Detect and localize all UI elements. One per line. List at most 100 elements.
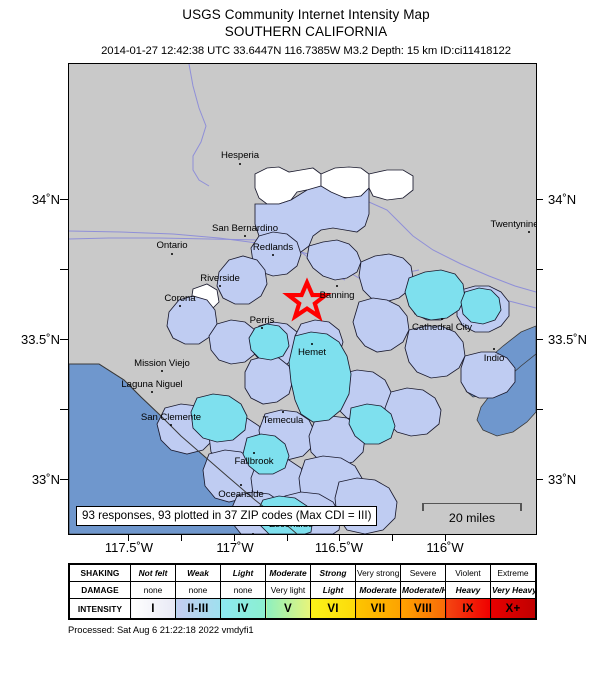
- legend-intensity-7: VIII: [400, 598, 446, 619]
- tick-lat-33-5-right: [535, 339, 543, 341]
- tick-lat-33-right: [535, 479, 543, 481]
- legend-damage-9: Very Heavy: [490, 581, 536, 599]
- city-label: Corona: [164, 293, 196, 304]
- legend-shaking-6: Very strong: [355, 564, 401, 582]
- city-label: San Bernardino: [212, 223, 278, 234]
- event-metadata: 2014-01-27 12:42:38 UTC 33.6447N 116.738…: [101, 45, 511, 57]
- city-dot: [527, 230, 531, 234]
- tick-lat-34: [60, 199, 68, 201]
- tick-lat-33-75-right: [535, 269, 543, 271]
- map-graphics: [69, 64, 536, 534]
- city-dot: [281, 410, 285, 414]
- city-dot: [260, 326, 264, 330]
- legend-intensity-8: IX: [445, 598, 491, 619]
- title-block: USGS Community Internet Intensity Map SO…: [0, 6, 612, 59]
- legend-damage-7: Moderate/Heavy: [400, 581, 446, 599]
- intensity-map[interactable]: Hesperia San Bernardino Ontario Redlands Riv…: [68, 63, 537, 535]
- lat-label-34n: 34˚N: [31, 192, 60, 207]
- city-dot: [170, 252, 174, 256]
- zip-intensity-II-III: [306, 239, 362, 281]
- legend-intensity-2: II-III: [175, 598, 221, 619]
- city-dot: [160, 369, 164, 373]
- city-dot: [252, 451, 256, 455]
- region-subtitle: SOUTHERN CALIFORNIA: [224, 24, 388, 39]
- response-summary-box: 93 responses, 93 plotted in 37 ZIP codes…: [76, 506, 378, 526]
- legend-damage-1: none: [130, 581, 176, 599]
- legend-shaking-1: Not felt: [130, 564, 176, 582]
- city-dot: [150, 390, 154, 394]
- tick-lon-117: [234, 533, 236, 541]
- legend-damage-6: Moderate: [355, 581, 401, 599]
- legend-row-damage: DAMAGE none none none Very light Light M…: [69, 581, 536, 599]
- zip-intensity-IV: [288, 331, 352, 423]
- lon-label-117w: 117˚W: [216, 540, 254, 555]
- tick-lon-116-75: [287, 533, 289, 541]
- legend-damage-2: none: [175, 581, 221, 599]
- city-dot: [169, 423, 173, 427]
- legend-row-shaking: SHAKING Not felt Weak Light Moderate Str…: [69, 564, 536, 582]
- legend-row-intensity: INTENSITY I II-III IV V VI VII VIII IX X…: [69, 598, 536, 619]
- city-label: Laguna Niguel: [121, 379, 183, 390]
- city-dot: [243, 234, 247, 238]
- city-dot: [440, 317, 444, 321]
- map-canvas: [69, 64, 536, 534]
- city-dot: [178, 304, 182, 308]
- city-dot: [238, 162, 242, 166]
- legend-rowhead-shaking: SHAKING: [69, 564, 131, 582]
- lat-label-33n-right: 33˚N: [548, 472, 577, 487]
- city-dot: [335, 284, 339, 288]
- city-label: Mission Viejo: [134, 358, 190, 369]
- tick-lon-117-25: [181, 533, 183, 541]
- legend-intensity-3: IV: [220, 598, 266, 619]
- legend-rowhead-damage: DAMAGE: [69, 581, 131, 599]
- legend-intensity-1: I: [130, 598, 176, 619]
- legend-shaking-3: Light: [220, 564, 266, 582]
- city-label: Hesperia: [221, 150, 259, 161]
- lat-label-33n: 33˚N: [31, 472, 60, 487]
- city-label: Perris: [249, 315, 275, 326]
- zip-intensity-II-III: [166, 295, 218, 345]
- legend-shaking-9: Extreme: [490, 564, 536, 582]
- tick-lat-33: [60, 479, 68, 481]
- city-dot: [271, 253, 275, 257]
- city-label: Oceanside: [218, 489, 264, 500]
- scale-bar-bracket: [422, 503, 522, 511]
- zip-intensity-IV: [248, 323, 290, 361]
- tick-lon-116: [445, 533, 447, 541]
- lat-label-33-5n-right: 33.5˚N: [548, 332, 588, 347]
- zip-intensity-IV: [190, 393, 248, 443]
- city-label: Riverside: [200, 273, 240, 284]
- page-title: USGS Community Internet Intensity Map: [182, 7, 430, 22]
- legend-damage-4: Very light: [265, 581, 311, 599]
- zip-intensity-IV: [348, 403, 396, 445]
- city-dot: [218, 284, 222, 288]
- legend-shaking-4: Moderate: [265, 564, 311, 582]
- zip-intensity-II-III: [460, 351, 516, 399]
- zip-intensity-II-III: [404, 325, 466, 379]
- legend-rowhead-intensity: INTENSITY: [69, 598, 131, 619]
- lon-label-116w: 116˚W: [426, 540, 464, 555]
- legend-intensity-4: V: [265, 598, 311, 619]
- legend-shaking-2: Weak: [175, 564, 221, 582]
- processed-timestamp: Processed: Sat Aug 6 21:22:18 2022 vmdyf…: [68, 624, 254, 635]
- city-label: Cathedral City: [411, 322, 473, 333]
- city-label: San Clemente: [140, 412, 202, 423]
- city-label: Redlands: [252, 242, 294, 253]
- tick-lon-116-25: [392, 533, 394, 541]
- lon-label-117-5w: 117.5˚W: [104, 540, 154, 555]
- tick-lat-34-right: [535, 199, 543, 201]
- tick-lat-33-25-right: [535, 409, 543, 411]
- scale-bar-label: 20 miles: [448, 511, 496, 525]
- zip-intensity-II-III: [216, 255, 268, 305]
- city-dot: [492, 347, 496, 351]
- city-dot: [251, 532, 255, 534]
- legend-shaking-5: Strong: [310, 564, 356, 582]
- lat-label-33-5n: 33.5˚N: [20, 332, 60, 347]
- zip-intensity-II-III: [208, 319, 260, 365]
- city-label: Hemet: [297, 347, 327, 358]
- zip-intensity-II-III: [352, 297, 410, 353]
- zip-intensity-IV: [404, 269, 466, 321]
- legend-damage-8: Heavy: [445, 581, 491, 599]
- city-label: Temecula: [262, 415, 304, 426]
